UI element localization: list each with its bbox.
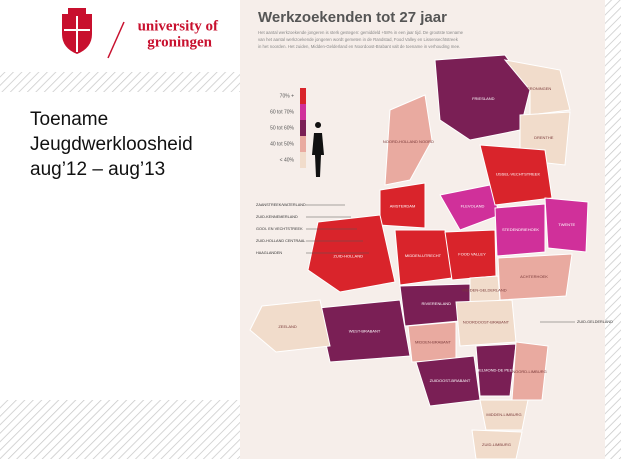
region-label: WEST-BRABANT bbox=[349, 329, 381, 334]
region-label: MIDDEN-BRABANT bbox=[415, 340, 452, 345]
region-label: TWENTE bbox=[558, 222, 575, 227]
side-label: ZAANSTREEK/WATERLAND bbox=[256, 203, 306, 207]
intro-text: Het aantal werkzoekende jongeren is ster… bbox=[258, 30, 464, 49]
region-label: MIDDEN-GELDERLAND bbox=[462, 288, 506, 293]
legend-label: 60 tot 70% bbox=[270, 109, 294, 115]
region-label: ZUID-LIMBURG bbox=[482, 442, 511, 447]
legend-label: 50 tot 60% bbox=[270, 125, 294, 131]
side-label: ZUID-KENNEMERLAND bbox=[256, 215, 298, 219]
region-label: MIDDEN-LIMBURG bbox=[486, 412, 521, 417]
intro-line: van het aantal werkzoekende jongeren wor… bbox=[258, 37, 459, 42]
intro-line: in het noorden. Het zuiden, Midden-Gelde… bbox=[258, 44, 460, 49]
legend-label: 70% + bbox=[280, 93, 294, 99]
region-label: STEDENDRIEHOEK bbox=[502, 227, 539, 232]
slide-title-line: Toename bbox=[30, 109, 108, 130]
legend-swatch bbox=[300, 136, 306, 152]
region-label: NOORD-LIMBURG bbox=[512, 369, 546, 374]
region-label: HELMOND-DE PEEL bbox=[476, 368, 515, 373]
region-label: FLEVOLAND bbox=[461, 203, 485, 208]
region-label: NOORDOOST-BRABANT bbox=[463, 320, 510, 325]
logo-text: university of bbox=[138, 18, 219, 34]
legend-label: 40 tot 50% bbox=[270, 141, 294, 147]
logo-text: groningen bbox=[147, 34, 212, 50]
slide: university of groningen Toename Jeugdwerk… bbox=[0, 0, 621, 459]
region-label: NOORD-HOLLAND NOORD bbox=[383, 139, 434, 144]
legend-swatch bbox=[300, 152, 306, 168]
region-label: FOOD VALLEY bbox=[458, 252, 486, 257]
region-label: AMSTERDAM bbox=[390, 204, 416, 209]
intro-line: Het aantal werkzoekende jongeren is ster… bbox=[258, 30, 464, 35]
side-label: ZUID-HOLLAND CENTRAAL bbox=[256, 239, 305, 243]
side-label: ZUID-GELDERLAND bbox=[577, 320, 613, 324]
infographic-title: Werkzoekenden tot 27 jaar bbox=[258, 9, 447, 26]
region-label: GRONINGEN bbox=[527, 86, 552, 91]
region-label: DRENTHE bbox=[534, 135, 554, 140]
legend-label: < 40% bbox=[280, 157, 295, 163]
side-label: HAAGLANDEN bbox=[256, 251, 282, 255]
region-label: MIDDEN-UTRECHT bbox=[405, 253, 442, 258]
legend-swatch bbox=[300, 88, 306, 104]
region-label: IJSSEL-VECHTSTREEK bbox=[496, 172, 541, 177]
region-label: ZUIDOOST-BRABANT bbox=[430, 378, 471, 383]
region-label: ZEELAND bbox=[278, 324, 297, 329]
slide-title-line: aug’12 – aug’13 bbox=[30, 159, 165, 180]
hatch-band-right bbox=[605, 0, 621, 459]
region-label: ZUID-HOLLAND bbox=[333, 253, 363, 258]
legend-swatch bbox=[300, 104, 306, 120]
region-label: RIVIERENLAND bbox=[421, 301, 451, 306]
legend-swatch bbox=[300, 120, 306, 136]
side-label: GOOI- EN VECHTSTREEK bbox=[256, 227, 303, 231]
region-label: FRIESLAND bbox=[472, 96, 495, 101]
slide-title-line: Jeugdwerkloosheid bbox=[30, 134, 193, 155]
region-label: ACHTERHOEK bbox=[520, 274, 548, 279]
